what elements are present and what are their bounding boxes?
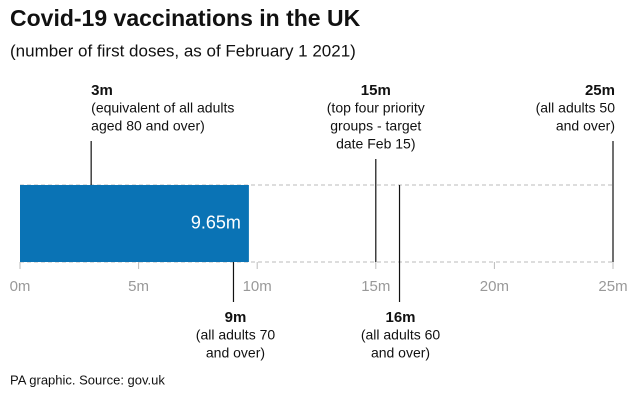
chart-title: Covid-19 vaccinations in the UK [10, 5, 361, 31]
annotation-label: 25m [585, 82, 615, 99]
x-tick-label: 5m [128, 278, 149, 295]
annotation-text: (all adults 70 [196, 327, 276, 343]
annotation-label: 16m [386, 309, 416, 326]
x-tick-label: 20m [480, 278, 509, 295]
x-tick-label: 15m [361, 278, 390, 295]
annotation-text: (top four priority [327, 100, 425, 116]
annotation-label: 15m [361, 82, 391, 99]
x-tick-label: 0m [10, 278, 31, 295]
annotation-text: aged 80 and over) [91, 118, 205, 134]
bar [20, 185, 249, 262]
annotation-label: 3m [91, 82, 113, 99]
annotation-text: (all adults 60 [361, 327, 441, 343]
x-tick-label: 25m [598, 278, 627, 295]
annotation-text: and over) [371, 345, 430, 361]
annotation-text: (all adults 50 [536, 100, 616, 116]
annotation-text: and over) [556, 118, 615, 134]
x-tick-label: 10m [243, 278, 272, 295]
value-label: 9.65m [191, 212, 241, 232]
annotation-text: (equivalent of all adults [91, 100, 234, 116]
annotation-text: date Feb 15) [336, 136, 415, 152]
annotation-label: 9m [225, 309, 247, 326]
chart-subtitle: (number of first doses, as of February 1… [10, 41, 356, 60]
annotation-text: groups - target [330, 118, 421, 134]
annotation-text: and over) [206, 345, 265, 361]
source: PA graphic. Source: gov.uk [10, 372, 165, 387]
